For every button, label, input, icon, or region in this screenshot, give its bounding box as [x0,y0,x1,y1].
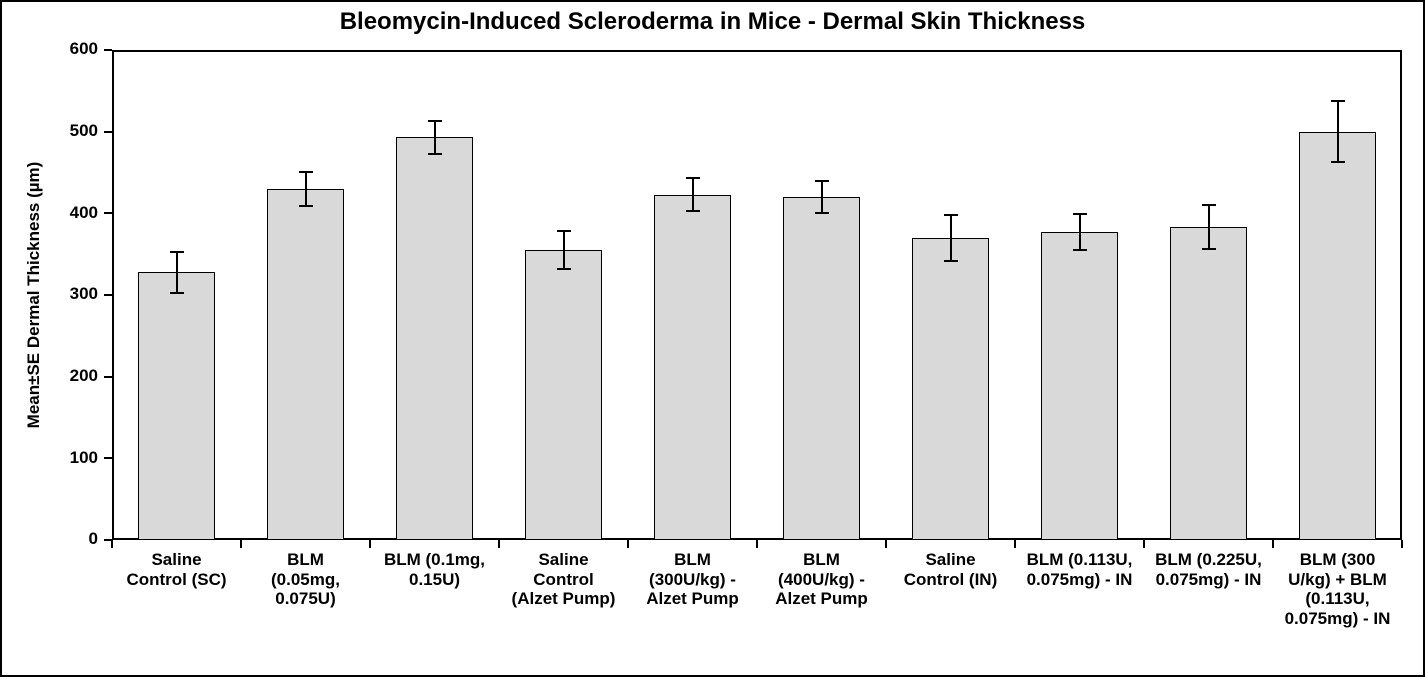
bar [525,250,602,540]
error-bar [305,172,307,206]
x-category-label: BLM (0.225U, 0.075mg) - IN [1144,550,1273,589]
x-tick-mark [1014,540,1016,548]
x-tick-mark [627,540,629,548]
error-cap [686,210,700,212]
error-cap [815,212,829,214]
x-tick-mark [369,540,371,548]
y-tick-mark [104,457,112,459]
bar [138,272,215,540]
error-cap [557,230,571,232]
x-category-label: BLM (300U/kg) - Alzet Pump [628,550,757,609]
error-cap [1202,204,1216,206]
x-category-label: BLM (300 U/kg) + BLM (0.113U, 0.075mg) -… [1273,550,1402,628]
bar [267,189,344,540]
y-tick-label: 100 [42,448,98,468]
error-cap [170,292,184,294]
error-cap [170,251,184,253]
error-cap [944,214,958,216]
bar [1299,132,1376,540]
x-tick-mark [1401,540,1403,548]
chart-title: Bleomycin-Induced Scleroderma in Mice - … [2,8,1423,36]
error-bar [1208,205,1210,249]
x-category-label: Saline Control (SC) [112,550,241,589]
y-tick-mark [104,49,112,51]
x-tick-mark [240,540,242,548]
bar [783,197,860,540]
y-tick-label: 200 [42,366,98,386]
error-bar [434,121,436,154]
x-category-label: BLM (0.05mg, 0.075U) [241,550,370,609]
error-bar [692,178,694,211]
error-cap [1202,248,1216,250]
error-cap [944,260,958,262]
x-category-label: Saline Control (IN) [886,550,1015,589]
y-tick-mark [104,212,112,214]
y-tick-label: 0 [42,529,98,549]
error-bar [1079,214,1081,250]
x-tick-mark [756,540,758,548]
x-category-label: Saline Control (Alzet Pump) [499,550,628,609]
x-category-label: BLM (0.113U, 0.075mg) - IN [1015,550,1144,589]
x-tick-mark [1143,540,1145,548]
y-tick-mark [104,294,112,296]
y-axis-label: Mean±SE Dermal Thickness (µm) [24,50,44,540]
error-cap [299,171,313,173]
error-cap [428,120,442,122]
bar [654,195,731,540]
chart-container: Bleomycin-Induced Scleroderma in Mice - … [0,0,1425,677]
x-tick-mark [498,540,500,548]
bar [912,238,989,540]
y-tick-mark [104,376,112,378]
error-cap [299,205,313,207]
x-tick-mark [885,540,887,548]
error-cap [428,153,442,155]
x-category-label: BLM (0.1mg, 0.15U) [370,550,499,589]
bar [396,137,473,540]
y-tick-mark [104,131,112,133]
x-tick-mark [111,540,113,548]
y-tick-label: 500 [42,121,98,141]
error-cap [1331,161,1345,163]
error-cap [1073,213,1087,215]
error-bar [821,181,823,214]
error-cap [815,180,829,182]
error-cap [1073,249,1087,251]
error-bar [563,231,565,269]
bar [1170,227,1247,540]
x-tick-mark [1272,540,1274,548]
error-bar [176,252,178,293]
y-tick-label: 400 [42,203,98,223]
y-tick-label: 600 [42,39,98,59]
y-tick-label: 300 [42,284,98,304]
error-cap [1331,100,1345,102]
error-bar [1337,101,1339,161]
error-cap [557,268,571,270]
error-cap [686,177,700,179]
bar [1041,232,1118,540]
x-category-label: BLM (400U/kg) - Alzet Pump [757,550,886,609]
error-bar [950,215,952,261]
